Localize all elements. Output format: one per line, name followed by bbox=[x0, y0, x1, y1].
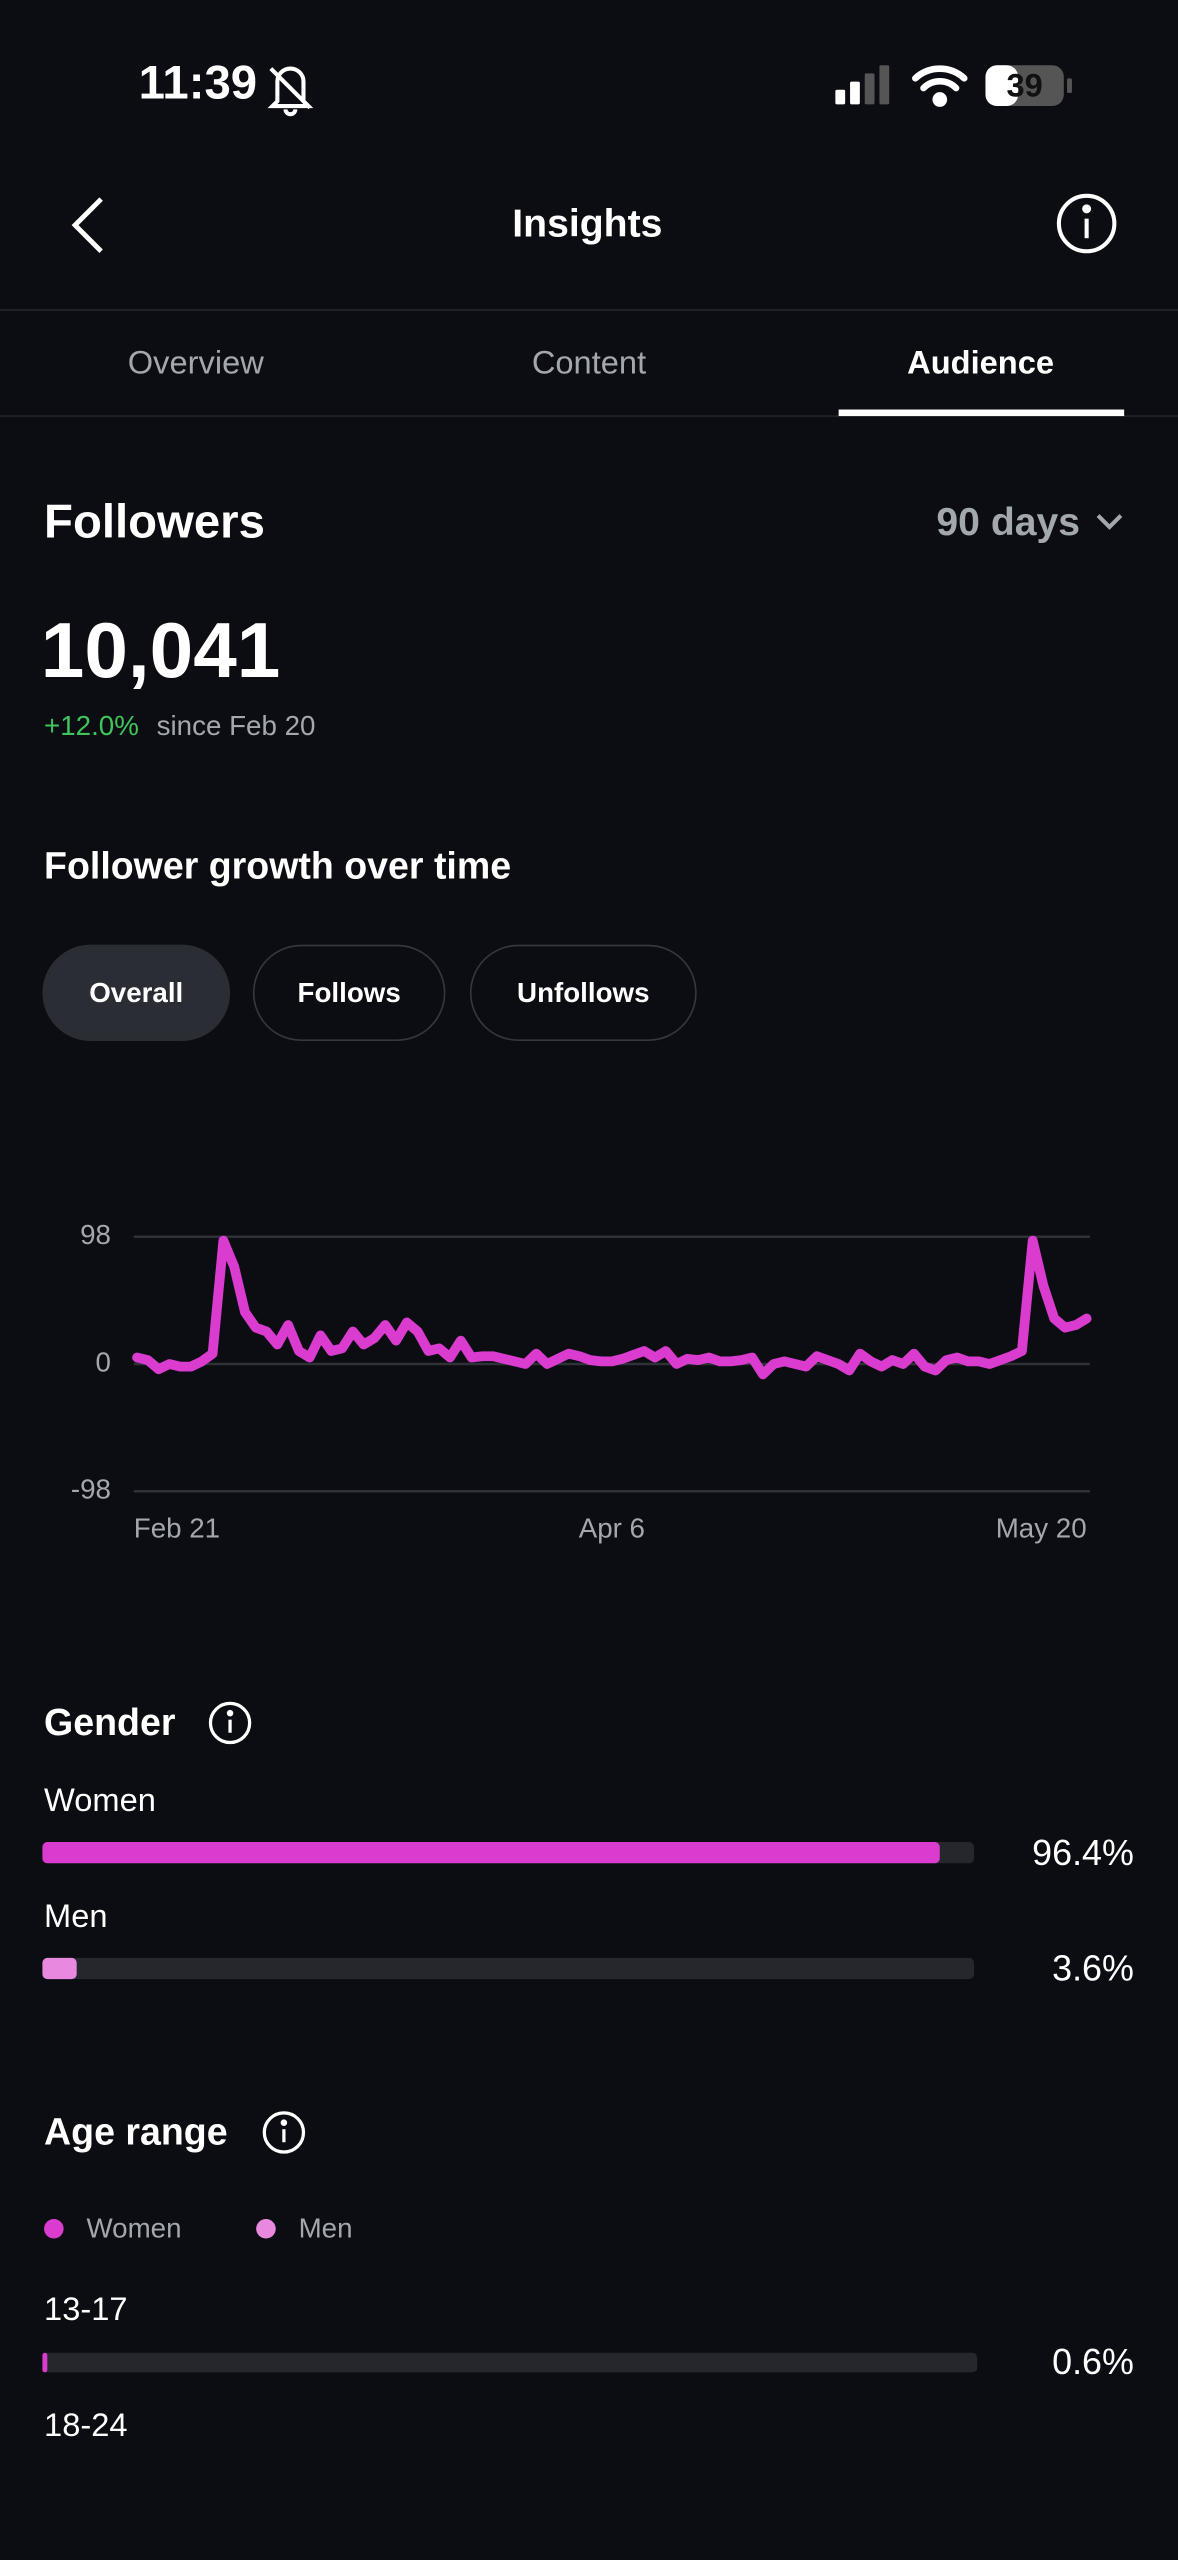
legend-dot bbox=[44, 2218, 64, 2239]
y-tick-label: 0 bbox=[96, 1346, 111, 1377]
x-tick-label: Apr 6 bbox=[579, 1513, 645, 1544]
back-button[interactable] bbox=[71, 197, 103, 253]
group-label: 18-24 bbox=[44, 2408, 128, 2445]
change: +12.0% bbox=[44, 710, 139, 742]
filter-chip[interactable]: Follows bbox=[252, 944, 446, 1041]
info-icon bbox=[262, 2111, 306, 2154]
dropdown-chevron bbox=[1096, 514, 1123, 530]
since: since Feb 20 bbox=[156, 710, 316, 742]
bar-track bbox=[42, 2352, 978, 2373]
chart: -98 0 98 Feb 21 Apr 6 May 20 bbox=[71, 1219, 1092, 1544]
section-title: Followers bbox=[44, 496, 265, 550]
battery-level: 39 bbox=[1006, 68, 1043, 105]
section-title: Age range bbox=[44, 2110, 228, 2153]
x-tick-label: Feb 21 bbox=[134, 1513, 220, 1544]
legend-label: Men bbox=[298, 2213, 353, 2245]
legend-label: Women bbox=[86, 2213, 182, 2245]
bar-label: Men bbox=[44, 1899, 108, 1936]
follower-count: 10,041 bbox=[40, 608, 281, 696]
filter-chip[interactable]: Overall bbox=[42, 944, 231, 1041]
section-title: Follower growth over time bbox=[44, 844, 512, 887]
bar-track bbox=[42, 1957, 975, 1980]
value-label: 0.6% bbox=[1052, 2341, 1134, 2383]
info-button[interactable] bbox=[1056, 193, 1117, 254]
x-tick-label: May 20 bbox=[996, 1513, 1087, 1544]
wifi-icon bbox=[912, 65, 968, 107]
legend-dot bbox=[256, 2218, 276, 2239]
bar-label: Women bbox=[44, 1783, 156, 1820]
bar bbox=[42, 1842, 941, 1864]
value-label: 96.4% bbox=[1032, 1832, 1134, 1874]
tab[interactable]: Content bbox=[531, 345, 647, 382]
mute-icon bbox=[267, 66, 314, 117]
time: 11:39 bbox=[138, 57, 258, 111]
line-series bbox=[132, 1235, 1092, 1380]
tab[interactable]: Overview bbox=[127, 345, 264, 382]
bar bbox=[42, 1957, 76, 1980]
page-title: Insights bbox=[512, 202, 663, 247]
group-label: 13-17 bbox=[44, 2292, 128, 2329]
section-title: Gender bbox=[44, 1700, 176, 1744]
period-selector[interactable]: 90 days bbox=[936, 500, 1081, 545]
y-tick-label: 98 bbox=[80, 1219, 111, 1250]
tab[interactable]: Audience bbox=[907, 345, 1055, 382]
bar-track bbox=[42, 1842, 975, 1864]
signal-icon bbox=[835, 65, 890, 105]
filter-chip[interactable]: Unfollows bbox=[469, 944, 697, 1041]
y-tick-label: -98 bbox=[71, 1474, 111, 1505]
bar bbox=[42, 2352, 49, 2373]
tab-indicator bbox=[838, 409, 1125, 417]
value-label: 3.6% bbox=[1052, 1948, 1134, 1989]
info-icon bbox=[208, 1701, 252, 1745]
